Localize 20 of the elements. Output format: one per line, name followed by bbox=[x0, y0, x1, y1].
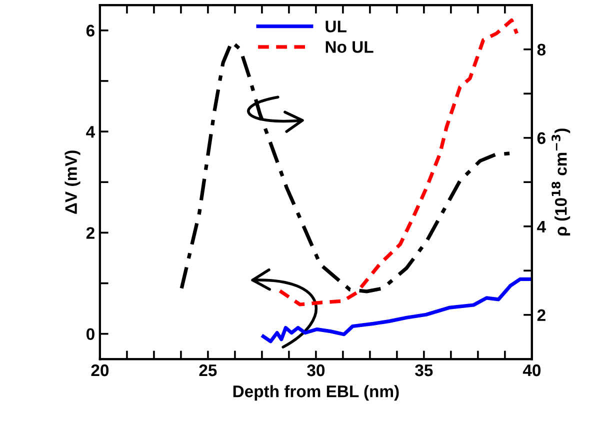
y2-axis-title: ρ (10$^{18}$ cm$^{−3}$) bbox=[552, 128, 570, 236]
x-tick-label: 25 bbox=[199, 364, 217, 376]
line-series bbox=[278, 18, 519, 306]
y-axis-title: ΔV (mV) bbox=[64, 150, 80, 214]
y-tick-label: 0 bbox=[86, 328, 94, 340]
y-tick-label: 2 bbox=[86, 227, 94, 239]
y2-tick-label: 2 bbox=[537, 309, 546, 321]
x-tick-label: 40 bbox=[522, 364, 541, 376]
y2-tick-label: 6 bbox=[537, 132, 546, 144]
y-tick-label: 4 bbox=[86, 126, 96, 138]
x-tick-label: 35 bbox=[415, 364, 433, 376]
legend-label: UL bbox=[326, 20, 346, 32]
y2-tick-label: 8 bbox=[537, 44, 546, 56]
legend-label: No UL bbox=[326, 41, 374, 53]
x-tick-label: 20 bbox=[91, 364, 109, 376]
x-tick-label: 30 bbox=[307, 364, 325, 376]
y2-tick-label: 4 bbox=[537, 220, 546, 232]
line-series bbox=[261, 277, 532, 344]
x-axis-title: Depth from EBL (nm) bbox=[233, 385, 399, 401]
y-tick-label: 6 bbox=[86, 24, 94, 37]
